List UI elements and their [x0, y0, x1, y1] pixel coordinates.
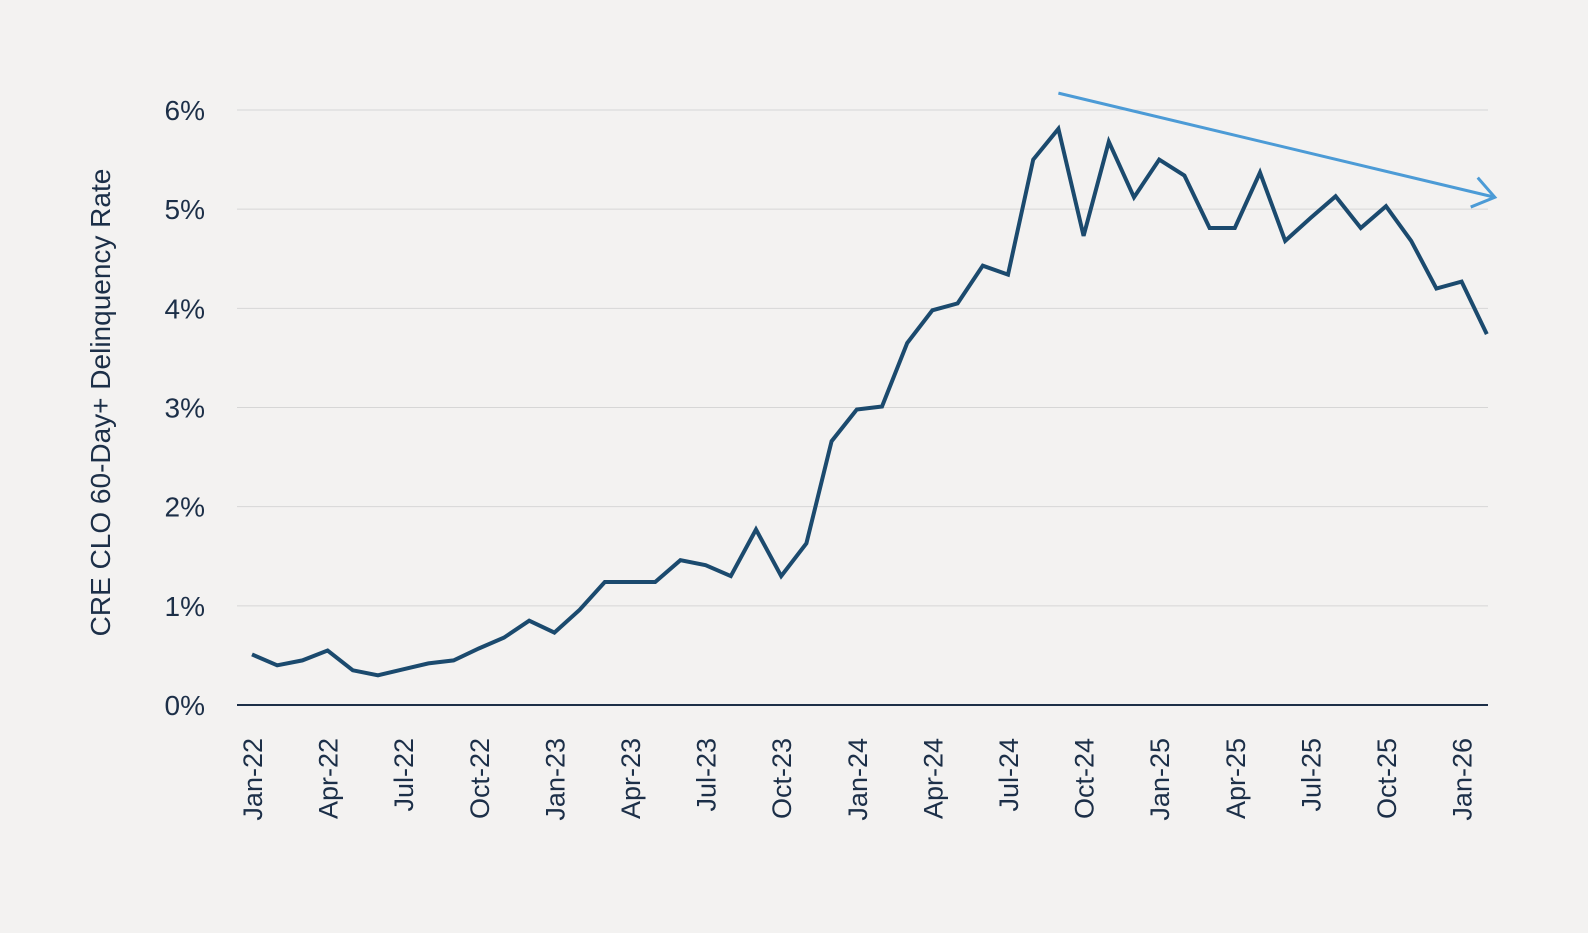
- series-line: [251, 124, 1489, 678]
- x-tick-label: Jul-22: [389, 738, 419, 812]
- y-tick-label: 3%: [165, 393, 205, 424]
- y-axis-ticks: 0% 1% 2% 3% 4% 5% 6%: [165, 95, 205, 721]
- series-layer: [251, 124, 1489, 678]
- y-tick-label: 6%: [165, 95, 205, 126]
- x-tick-label: Jul-25: [1296, 738, 1326, 812]
- x-tick-label: Jan-22: [238, 738, 268, 821]
- x-tick-label: Oct-22: [465, 738, 495, 819]
- y-tick-label: 0%: [165, 690, 205, 721]
- x-tick-label: Oct-23: [767, 738, 797, 819]
- x-tick-label: Apr-22: [314, 738, 344, 819]
- x-tick-label: Jul-23: [692, 738, 722, 812]
- y-tick-label: 1%: [165, 591, 205, 622]
- x-tick-label: Apr-23: [616, 738, 646, 819]
- y-tick-label: 4%: [165, 293, 205, 324]
- x-tick-label: Jan-25: [1145, 738, 1175, 821]
- trend-arrow-head: [1470, 176, 1498, 209]
- y-axis-label: CRE CLO 60-Day+ Delinquency Rate: [85, 169, 116, 637]
- y-tick-label: 5%: [165, 194, 205, 225]
- trend-arrow-line: [1058, 91, 1496, 199]
- x-tick-label: Apr-24: [918, 738, 948, 819]
- x-tick-label: Oct-25: [1372, 738, 1402, 819]
- annotation-layer: [1058, 91, 1498, 209]
- gridlines: [237, 109, 1488, 607]
- x-tick-label: Jan-23: [540, 738, 570, 821]
- x-axis-ticks: Jan-22 Apr-22 Jul-22 Oct-22 Jan-23 Apr-23 Jul-…: [238, 738, 1478, 821]
- x-tick-label: Jul-24: [994, 738, 1024, 812]
- y-tick-label: 2%: [165, 492, 205, 523]
- x-tick-label: Jan-24: [843, 738, 873, 821]
- x-tick-label: Apr-25: [1221, 738, 1251, 819]
- x-tick-label: Oct-24: [1070, 738, 1100, 819]
- x-tick-label: Jan-26: [1448, 738, 1478, 821]
